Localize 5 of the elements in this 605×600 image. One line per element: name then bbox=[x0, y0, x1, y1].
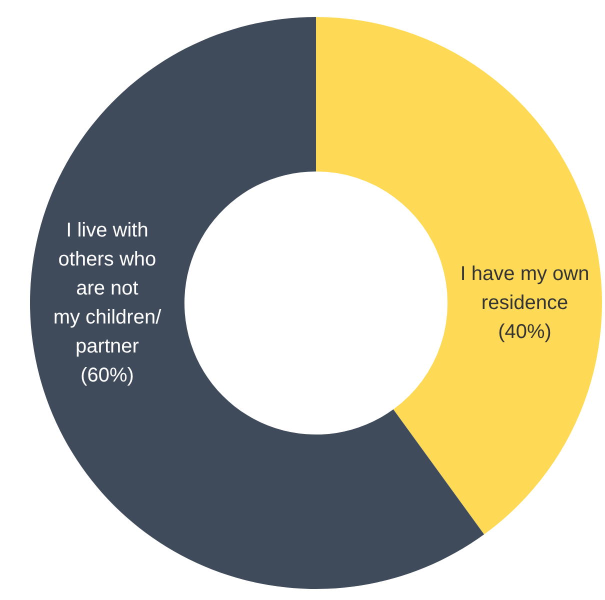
slice-label: I have my own residence bbox=[460, 263, 590, 314]
donut-slice bbox=[316, 17, 602, 534]
data-label: (40%) bbox=[498, 321, 552, 343]
slice-label: I live with others who are not my children/ partner bbox=[53, 220, 162, 358]
data-label: (60%) bbox=[80, 364, 134, 386]
